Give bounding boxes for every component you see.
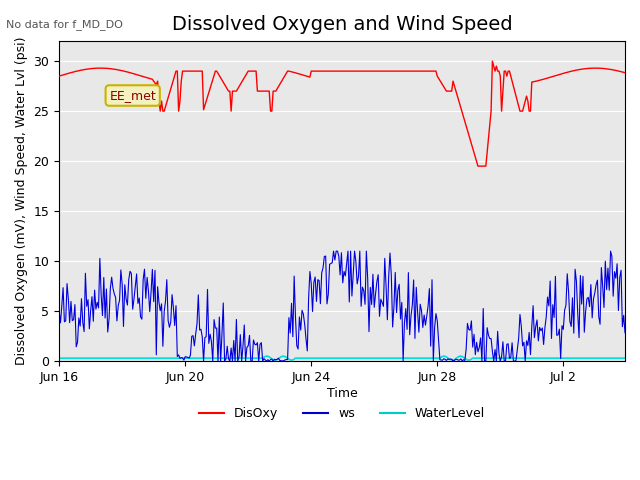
Legend: DisOxy, ws, WaterLevel: DisOxy, ws, WaterLevel [194,402,490,425]
Title: Dissolved Oxygen and Wind Speed: Dissolved Oxygen and Wind Speed [172,15,513,34]
X-axis label: Time: Time [326,386,358,400]
Y-axis label: Dissolved Oxygen (mV), Wind Speed, Water Lvl (psi): Dissolved Oxygen (mV), Wind Speed, Water… [15,37,28,365]
Text: EE_met: EE_met [109,89,156,102]
Text: No data for f_MD_DO: No data for f_MD_DO [6,19,124,30]
